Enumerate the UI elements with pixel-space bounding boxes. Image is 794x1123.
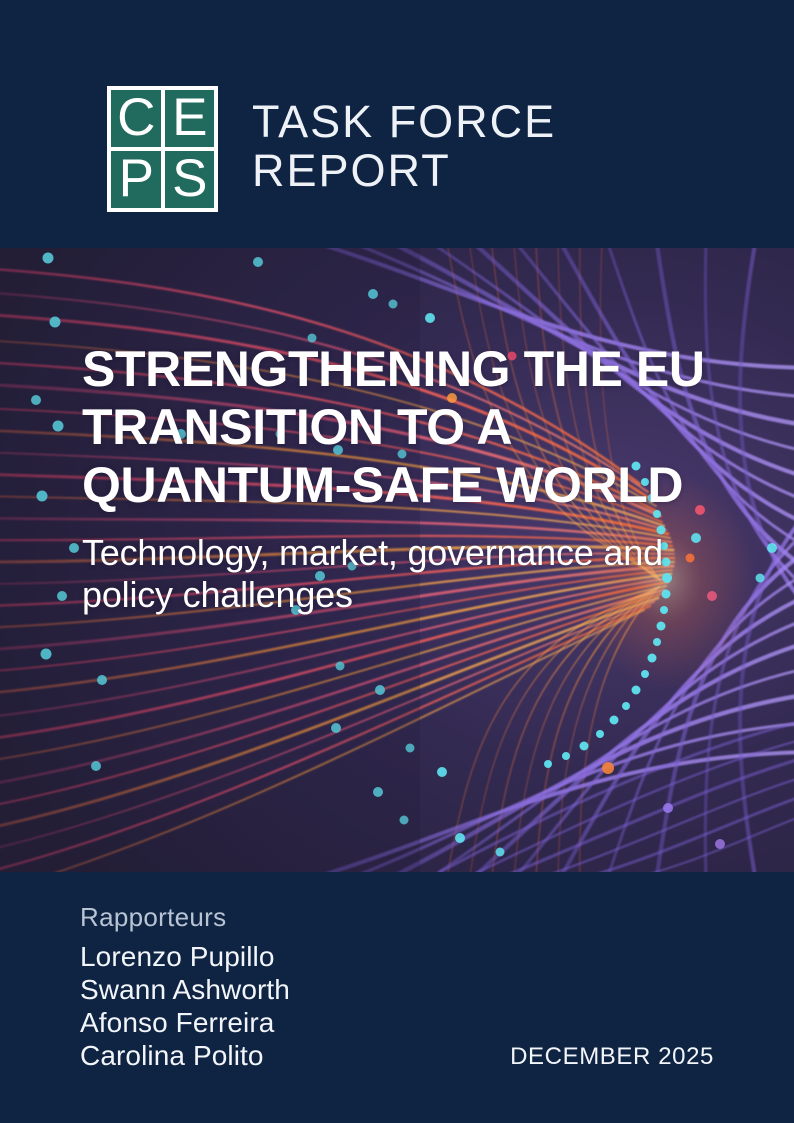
rapporteur-name: Swann Ashworth [80,974,290,1005]
report-series-line-2: REPORT [252,145,451,196]
report-series-line-1: TASK FORCE [252,96,557,147]
cover-header: C E P S TASK FORCE REPORT [0,0,794,248]
abstract-lighttrails-graphic [0,248,794,872]
publication-date: DECEMBER 2025 [510,1043,714,1070]
rapporteur-name: Carolina Polito [80,1040,264,1071]
rapporteur-name: Lorenzo Pupillo [80,941,275,972]
page-subtitle: Technology, market, governance and polic… [82,532,663,615]
logo-letter-c: C [111,90,161,147]
ceps-logo: C E P S [107,86,218,212]
logo-letter-e: E [164,90,214,147]
rapporteurs-label: Rapporteurs [80,902,227,932]
report-series-label: TASK FORCE REPORT [252,99,556,193]
cover-footer [0,872,794,1123]
logo-letter-s: S [164,151,214,208]
rapporteurs-list: Lorenzo Pupillo Swann Ashworth Afonso Fe… [80,940,290,1072]
cover-artwork-band: STRENGTHENING THE EU TRANSITION TO A QUA… [0,248,794,872]
logo-letter-p: P [111,151,161,208]
cover-title-block: STRENGTHENING THE EU TRANSITION TO A QUA… [82,340,722,616]
rapporteur-name: Afonso Ferreira [80,1007,275,1038]
page-title: STRENGTHENING THE EU TRANSITION TO A QUA… [82,341,705,513]
